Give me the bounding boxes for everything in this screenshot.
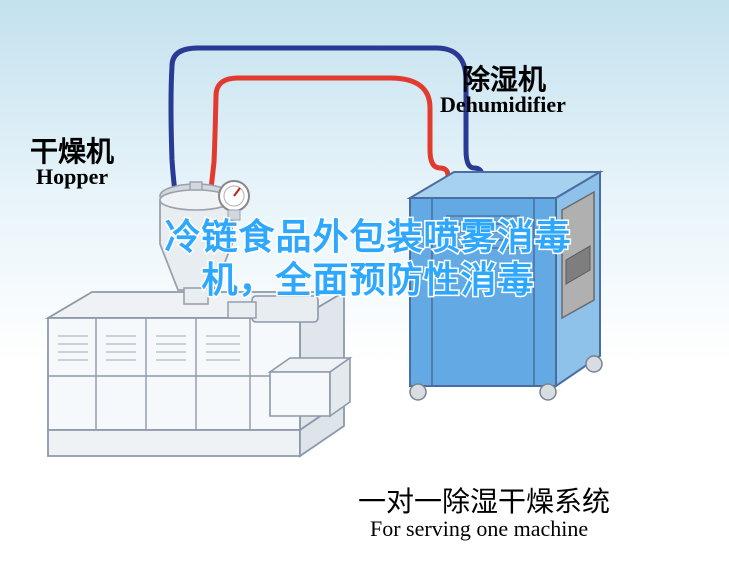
dehumidifier-label-en: Dehumidifier	[440, 92, 566, 118]
dryer-label-en: Hopper	[36, 164, 108, 190]
bottom-caption-cn: 一对一除湿干燥系统	[358, 480, 610, 520]
bottom-caption-en: For serving one machine	[370, 516, 588, 542]
overlay-title: 冷链食品外包装喷雾消毒 机，全面预防性消毒	[68, 215, 668, 301]
overlay-title-line2: 机，全面预防性消毒	[68, 258, 668, 301]
overlay-title-line1: 冷链食品外包装喷雾消毒	[68, 215, 668, 258]
